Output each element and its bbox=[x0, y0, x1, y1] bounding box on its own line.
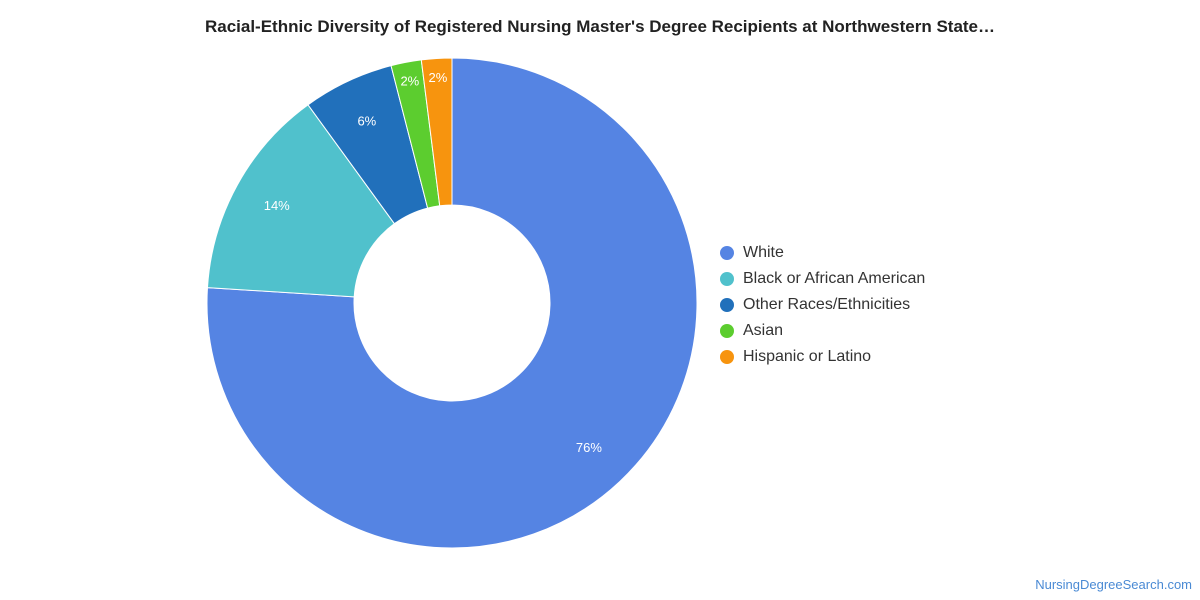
legend-label-2: Other Races/Ethnicities bbox=[743, 296, 911, 313]
legend-item-1[interactable]: Black or African American bbox=[720, 266, 925, 292]
donut-slices bbox=[206, 57, 698, 549]
legend-item-4[interactable]: Hispanic or Latino bbox=[720, 344, 925, 370]
slice-label-3: 2% bbox=[400, 73, 419, 88]
legend-label-1: Black or African American bbox=[743, 270, 926, 287]
legend-swatch-2 bbox=[720, 298, 734, 312]
slice-label-1: 14% bbox=[264, 198, 290, 213]
legend-label-4: Hispanic or Latino bbox=[743, 348, 872, 365]
slice-label-4: 2% bbox=[428, 70, 447, 85]
chart-legend: White Black or African American Other Race… bbox=[720, 240, 925, 370]
legend-item-3[interactable]: Asian bbox=[720, 318, 925, 344]
legend-label-3: Asian bbox=[743, 322, 784, 339]
donut-labels: 76% 14% 6% 2% 2% bbox=[264, 70, 603, 455]
legend-swatch-4 bbox=[720, 350, 734, 364]
slice-label-2: 6% bbox=[357, 113, 376, 128]
legend-item-2[interactable]: Other Races/Ethnicities bbox=[720, 292, 925, 318]
legend-swatch-0 bbox=[720, 246, 734, 260]
legend-item-0[interactable]: White bbox=[720, 240, 925, 266]
legend-swatch-1 bbox=[720, 272, 734, 286]
donut-slice-0[interactable] bbox=[206, 57, 698, 549]
slice-label-0: 76% bbox=[576, 440, 602, 455]
donut-slice-1[interactable] bbox=[206, 104, 396, 298]
watermark[interactable]: NursingDegreeSearch.com bbox=[1035, 577, 1192, 592]
chart-title: Racial-Ethnic Diversity of Registered Nu… bbox=[204, 17, 996, 36]
donut-slice-4[interactable] bbox=[420, 57, 453, 207]
legend-swatch-3 bbox=[720, 324, 734, 338]
legend-label-0: White bbox=[743, 244, 784, 261]
